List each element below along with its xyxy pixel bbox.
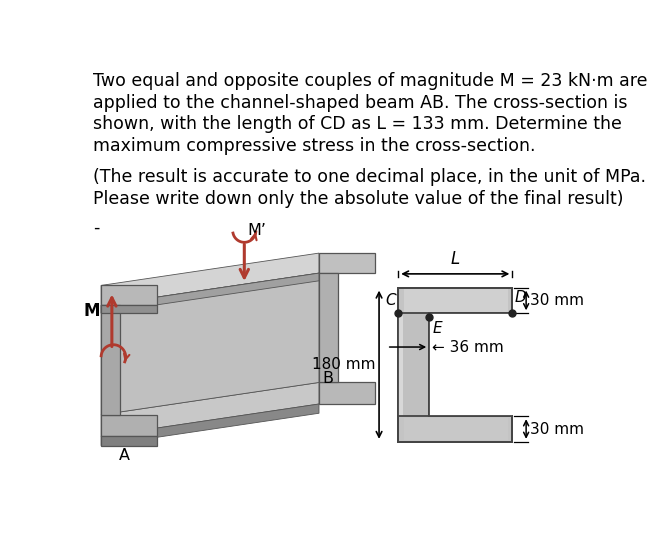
Polygon shape	[101, 306, 120, 415]
Polygon shape	[101, 306, 157, 313]
Text: D: D	[515, 290, 526, 305]
Polygon shape	[101, 404, 319, 446]
Polygon shape	[405, 289, 508, 311]
Text: 30 mm: 30 mm	[530, 293, 584, 308]
Text: -: -	[94, 219, 100, 236]
Polygon shape	[399, 416, 512, 442]
Polygon shape	[319, 382, 375, 404]
Text: B: B	[322, 371, 333, 386]
Text: Two equal and opposite couples of magnitude M = 23 kN·m are: Two equal and opposite couples of magnit…	[94, 72, 648, 90]
Text: 180 mm: 180 mm	[312, 357, 375, 372]
Polygon shape	[399, 288, 429, 442]
Polygon shape	[405, 418, 508, 440]
Text: ← 36 mm: ← 36 mm	[432, 339, 504, 354]
Polygon shape	[101, 273, 319, 313]
Text: 30 mm: 30 mm	[530, 422, 584, 437]
Polygon shape	[399, 288, 403, 442]
Text: (The result is accurate to one decimal place, in the unit of MPa.: (The result is accurate to one decimal p…	[94, 169, 646, 186]
Polygon shape	[319, 273, 338, 382]
Polygon shape	[101, 273, 319, 415]
Polygon shape	[319, 253, 375, 273]
Polygon shape	[429, 313, 512, 416]
Text: E: E	[433, 321, 443, 336]
Text: applied to the channel-shaped beam AB. The cross-section is: applied to the channel-shaped beam AB. T…	[94, 93, 628, 112]
Polygon shape	[399, 288, 512, 313]
Text: maximum compressive stress in the cross-section.: maximum compressive stress in the cross-…	[94, 137, 536, 155]
Text: A: A	[119, 448, 129, 463]
Text: Please write down only the absolute value of the final result): Please write down only the absolute valu…	[94, 190, 624, 208]
Text: M’: M’	[248, 223, 266, 238]
Polygon shape	[101, 382, 319, 437]
Polygon shape	[101, 415, 157, 437]
Polygon shape	[101, 286, 157, 306]
Polygon shape	[101, 437, 157, 446]
Text: shown, with the length of CD as L = 133 mm. Determine the: shown, with the length of CD as L = 133 …	[94, 115, 622, 133]
Text: L: L	[451, 250, 460, 268]
Text: C: C	[385, 293, 396, 308]
Text: M: M	[83, 302, 100, 320]
Polygon shape	[101, 253, 319, 306]
